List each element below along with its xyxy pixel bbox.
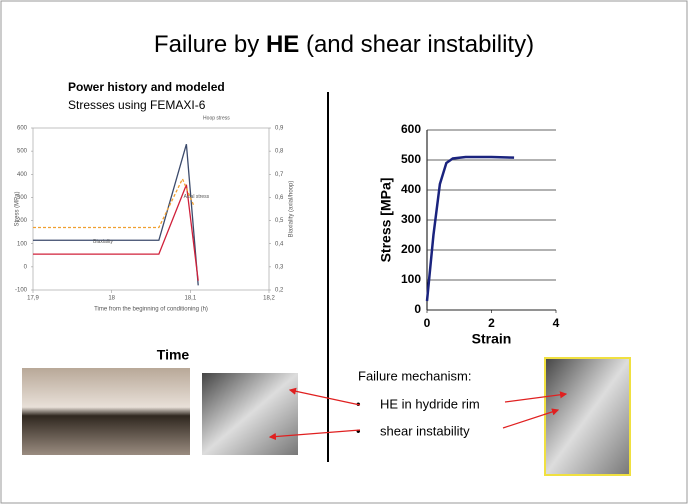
y-tick-label: 500 [401,152,421,166]
x-tick-label: 0 [424,316,431,330]
caption: Power history and modeled [68,80,225,94]
bullet-text: HE in hydride rim [380,396,480,411]
y2-tick-label: 0,2 [275,288,284,294]
y2-tick-label: 0,4 [275,241,284,247]
y-tick-label: 500 [17,149,28,155]
x-axis-label: Strain [472,331,512,347]
y-tick-label: 600 [401,122,421,136]
y2-tick-label: 0,8 [275,149,284,155]
y-tick-label: 200 [17,218,28,224]
y-tick-label: 400 [401,182,421,196]
x-tick-label: 4 [553,316,560,330]
photo [544,357,631,476]
photo [22,368,190,455]
y-tick-label: 600 [17,126,28,132]
x-tick-label: 18,2 [263,296,275,302]
bullet-text: shear instability [380,423,470,438]
caption: Stresses using FEMAXI-6 [68,98,206,112]
series-label: Axial stress [184,194,210,200]
y2-tick-label: 0,3 [275,264,284,270]
bullet: • [356,423,361,438]
y2-tick-label: 0,7 [275,172,284,178]
y-axis-label: Stress (MPa) [15,191,21,226]
y-tick-label: 300 [17,195,28,201]
series-line [425,155,515,302]
x-tick-label: 2 [488,316,495,330]
plot-frame [32,127,270,291]
y-tick-label: 400 [17,172,28,178]
slide-title: Failure by HE (and shear instability) [154,31,534,58]
series-label: Hoop stress [203,116,230,122]
title-part: (and shear instability) [299,31,534,58]
time-label: Time [157,347,190,363]
bullet: • [356,396,361,411]
y-tick-label: -100 [15,288,28,294]
y-tick-label: 200 [401,242,421,256]
series-label: Biaxiality [93,239,113,245]
y-axis-label: Stress [MPa] [378,178,394,263]
y-tick-label: 0 [414,302,421,316]
y-tick-label: 100 [401,272,421,286]
x-tick-label: 18 [108,296,115,302]
series-line [33,144,199,286]
title-part: HE [266,31,299,58]
x-axis-label: Time from the beginning of conditioning … [94,307,208,313]
y2-tick-label: 0,5 [275,218,284,224]
y-tick-label: 0 [24,264,28,270]
y2-tick-label: 0,6 [275,195,284,201]
x-tick-label: 17,9 [27,296,39,302]
failure-heading: Failure mechanism: [358,368,471,383]
y2-axis-label: Biaxiality (axial/hoop) [289,181,295,238]
y-tick-label: 100 [17,241,28,247]
series-line [33,184,199,281]
photo [202,373,298,455]
y2-tick-label: 0,9 [275,126,284,132]
title-part: Failure by [154,31,266,58]
arrows [268,387,568,441]
x-tick-label: 18,1 [184,296,196,302]
series-line [33,177,195,229]
y-tick-label: 300 [401,212,421,226]
